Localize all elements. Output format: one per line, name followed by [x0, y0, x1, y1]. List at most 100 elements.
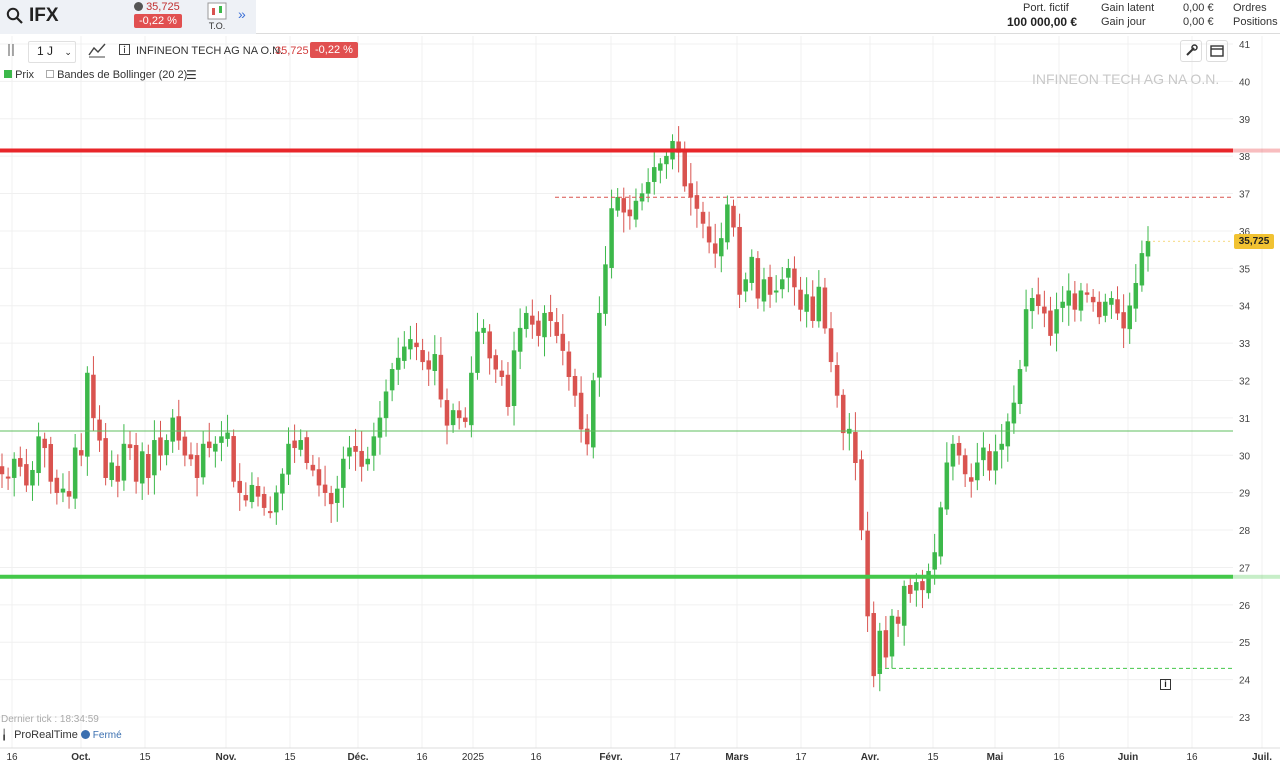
candle-body: [499, 370, 505, 378]
candle-body: [481, 327, 486, 333]
candle-body: [115, 465, 121, 482]
y-tick-label: 31: [1239, 414, 1251, 425]
candle-body: [493, 355, 499, 370]
split-icon[interactable]: [4, 40, 18, 62]
candle-body: [968, 477, 974, 482]
x-tick-label: 15: [284, 752, 296, 763]
candle-body: [1060, 301, 1065, 308]
candle-body: [24, 464, 29, 486]
trade-order-button[interactable]: T.O.: [205, 2, 229, 32]
list-icon[interactable]: ☰: [186, 68, 197, 82]
provider-label: ╽ ProRealTime: [1, 729, 78, 741]
candle-body: [347, 447, 352, 457]
candle-body: [1048, 310, 1053, 336]
orders-link[interactable]: Ordres: [1233, 2, 1267, 14]
candle-body: [66, 491, 72, 497]
candle-body: [767, 276, 773, 295]
candle-body: [158, 437, 163, 456]
x-tick-label: Mars: [725, 752, 749, 763]
x-tick-label: 16: [6, 752, 18, 763]
candle-body: [621, 198, 627, 213]
candle-body: [164, 440, 169, 456]
candle-body: [365, 458, 370, 465]
interval-select[interactable]: 1 J ⌄: [28, 41, 76, 63]
candle-body: [645, 182, 651, 194]
candle-body: [944, 462, 950, 510]
candle-body: [1084, 292, 1090, 295]
candle-body: [310, 464, 316, 471]
instrument-info-icon[interactable]: [118, 43, 130, 65]
candle-body: [1090, 296, 1096, 303]
candle-body: [731, 205, 736, 228]
candle-body: [298, 440, 303, 450]
y-tick-label: 25: [1239, 638, 1251, 649]
candle-body: [853, 431, 858, 464]
candle-body: [371, 436, 377, 456]
candle-body: [1017, 369, 1023, 405]
candle-body: [786, 268, 791, 278]
candle-body: [651, 167, 657, 182]
candle-body: [316, 469, 322, 486]
candle-body: [182, 436, 188, 456]
candle-body: [975, 462, 980, 481]
search-icon[interactable]: [6, 7, 24, 30]
window-icon[interactable]: [1206, 40, 1228, 62]
candle-body: [11, 458, 17, 478]
candle-body: [1042, 306, 1047, 314]
bollinger-checkbox[interactable]: [46, 70, 54, 78]
x-tick-label: Juin: [1118, 752, 1139, 763]
portfolio-label: Port. fictif: [1023, 2, 1069, 14]
symbol-label[interactable]: IFX: [29, 5, 59, 26]
candle-body: [530, 315, 535, 325]
candle-body: [603, 264, 608, 314]
candle-body: [548, 312, 553, 321]
candle-body: [1115, 299, 1120, 314]
candle-body: [1127, 305, 1132, 330]
candle-body: [328, 493, 334, 505]
symbol-box[interactable]: IFX 35,725 -0,22 % T.O. »: [0, 0, 256, 34]
candle-body: [146, 454, 151, 478]
double-chevron-right-icon[interactable]: »: [238, 6, 246, 22]
candle-body: [469, 372, 474, 426]
candle-body: [822, 287, 828, 329]
candle-body: [749, 256, 755, 283]
candle-body: [578, 392, 584, 430]
candle-body: [664, 155, 669, 165]
candle-body: [152, 440, 157, 476]
x-tick-label: 15: [927, 752, 939, 763]
candle-body: [1145, 240, 1151, 257]
candle-body: [865, 530, 870, 617]
candle-body: [828, 328, 834, 363]
candle-body: [109, 462, 114, 481]
globe-icon: [81, 730, 90, 739]
chart-type-icon[interactable]: [86, 40, 108, 62]
candle-body: [48, 444, 54, 482]
candle-body: [121, 443, 127, 481]
candle-body: [1121, 312, 1126, 329]
wrench-icon[interactable]: [1180, 40, 1202, 62]
day-gain-value: 0,00 €: [1183, 16, 1214, 28]
bollinger-legend[interactable]: Bandes de Bollinger (20 2): [46, 69, 187, 81]
candle-body: [877, 630, 883, 674]
candle-body: [536, 320, 541, 336]
candle-body: [304, 437, 310, 464]
positions-link[interactable]: Positions: [1233, 16, 1278, 28]
info-icon[interactable]: i: [1160, 679, 1171, 690]
candle-body: [840, 394, 846, 434]
interval-value: 1 J: [37, 44, 54, 58]
price-legend[interactable]: Prix: [4, 69, 34, 81]
candle-body: [414, 342, 419, 348]
candle-body: [694, 195, 700, 209]
candle-body: [962, 455, 968, 475]
candle-body: [993, 451, 998, 471]
x-tick-label: Nov.: [216, 752, 237, 763]
candle-body: [420, 350, 425, 363]
y-tick-label: 38: [1239, 152, 1251, 163]
candle-body: [810, 296, 815, 321]
candle-body: [725, 204, 730, 243]
price-swatch-icon: [4, 70, 12, 78]
candle-body: [1005, 421, 1011, 447]
x-tick-label: Oct.: [71, 752, 91, 763]
candle-body: [389, 369, 395, 391]
